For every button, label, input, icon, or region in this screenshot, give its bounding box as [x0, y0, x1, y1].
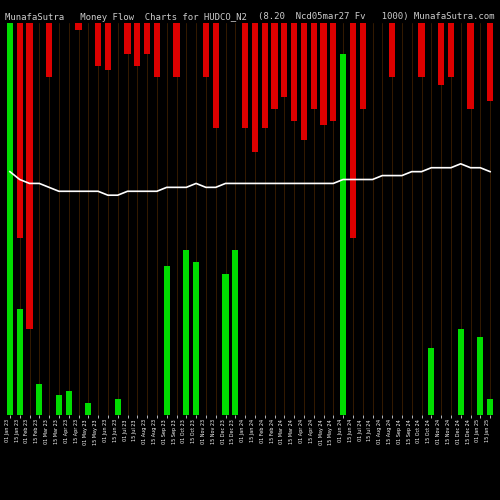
Bar: [448, 22, 454, 78]
Bar: [291, 22, 298, 120]
Bar: [26, 22, 32, 328]
Bar: [66, 392, 72, 415]
Bar: [164, 266, 170, 415]
Bar: [16, 22, 23, 238]
Bar: [174, 22, 180, 78]
Bar: [310, 22, 317, 109]
Bar: [95, 22, 102, 66]
Bar: [281, 22, 287, 97]
Bar: [389, 22, 396, 78]
Bar: [428, 348, 434, 415]
Bar: [320, 22, 326, 125]
Bar: [6, 22, 13, 415]
Bar: [242, 22, 248, 128]
Bar: [300, 22, 307, 140]
Bar: [350, 22, 356, 238]
Bar: [487, 22, 494, 101]
Bar: [477, 336, 484, 415]
Bar: [154, 22, 160, 78]
Bar: [330, 22, 336, 120]
Text: MunafaSutra   Money Flow  Charts for HUDCO_N2: MunafaSutra Money Flow Charts for HUDCO_…: [5, 12, 247, 22]
Bar: [16, 309, 23, 415]
Bar: [360, 22, 366, 109]
Bar: [183, 250, 190, 415]
Bar: [36, 384, 43, 415]
Bar: [487, 400, 494, 415]
Bar: [134, 22, 140, 66]
Bar: [232, 250, 238, 415]
Bar: [193, 262, 200, 415]
Bar: [85, 403, 91, 415]
Bar: [76, 22, 82, 30]
Bar: [56, 396, 62, 415]
Bar: [202, 22, 209, 78]
Bar: [252, 22, 258, 152]
Bar: [212, 22, 219, 128]
Bar: [438, 22, 444, 86]
Bar: [104, 22, 111, 70]
Bar: [124, 22, 130, 54]
Bar: [340, 54, 346, 415]
Bar: [262, 22, 268, 128]
Bar: [222, 274, 228, 415]
Bar: [144, 22, 150, 54]
Bar: [272, 22, 278, 109]
Bar: [458, 328, 464, 415]
Text: (8.20  Ncd05mar27 Fv   1000) MunafaSutra.com: (8.20 Ncd05mar27 Fv 1000) MunafaSutra.co…: [258, 12, 495, 22]
Bar: [418, 22, 424, 78]
Bar: [468, 22, 473, 109]
Bar: [114, 400, 121, 415]
Bar: [46, 22, 52, 78]
